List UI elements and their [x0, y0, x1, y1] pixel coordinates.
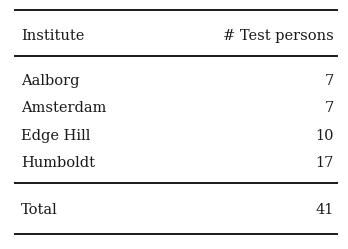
Text: 17: 17	[316, 156, 334, 170]
Text: # Test persons: # Test persons	[223, 29, 334, 43]
Text: 7: 7	[325, 74, 334, 88]
Text: 41: 41	[316, 203, 334, 217]
Text: Edge Hill: Edge Hill	[21, 129, 90, 143]
Text: 10: 10	[316, 129, 334, 143]
Text: Institute: Institute	[21, 29, 84, 43]
Text: 7: 7	[325, 101, 334, 115]
Text: Humboldt: Humboldt	[21, 156, 95, 170]
Text: Amsterdam: Amsterdam	[21, 101, 106, 115]
Text: Total: Total	[21, 203, 58, 217]
Text: Aalborg: Aalborg	[21, 74, 79, 88]
